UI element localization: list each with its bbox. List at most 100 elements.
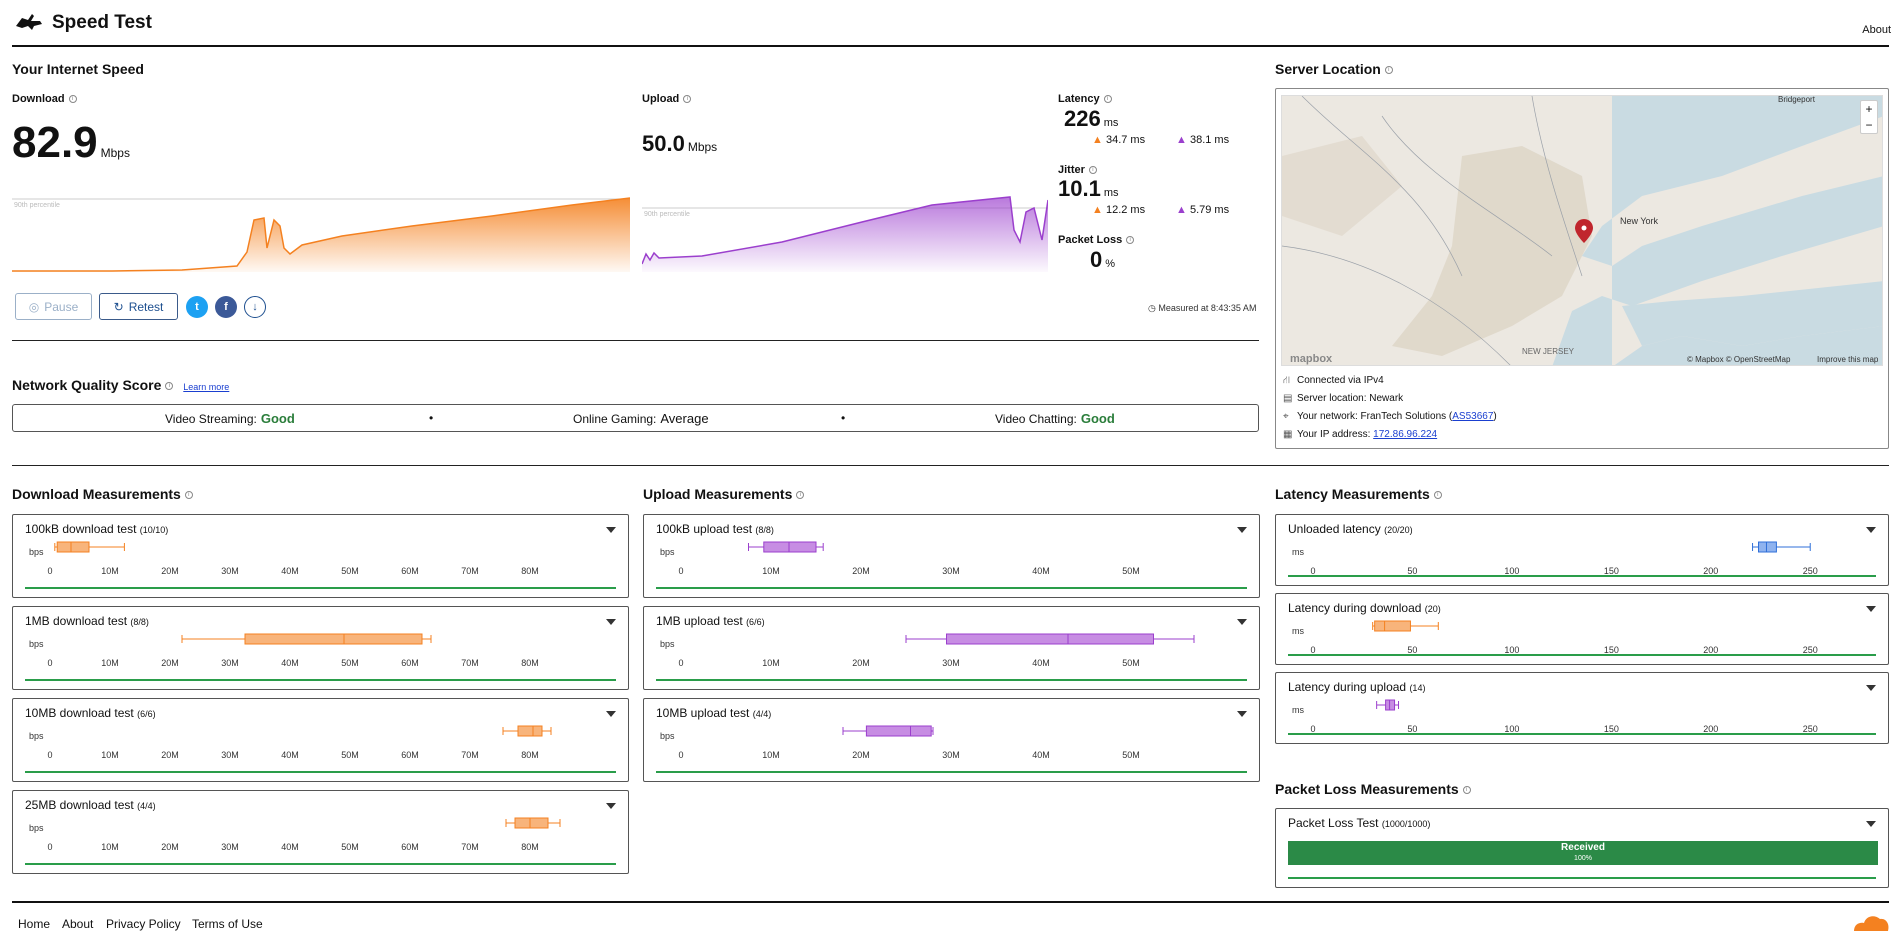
axis-tick: 150 — [1604, 645, 1619, 655]
facebook-share-icon[interactable]: f — [215, 296, 237, 318]
measurement-card[interactable]: Latency during upload (14) ms 0 50 100 150 200… — [1275, 672, 1889, 744]
chevron-down-icon[interactable] — [606, 711, 616, 717]
info-icon[interactable]: i — [1384, 66, 1393, 75]
axis-tick: 40M — [281, 566, 299, 576]
axis-tick: 250 — [1803, 645, 1818, 655]
measurement-title: 25MB download test (4/4) — [25, 798, 156, 812]
chevron-down-icon[interactable] — [606, 619, 616, 625]
box-plot: ms 0 50 100 150 200 250 — [1292, 699, 1818, 734]
info-icon[interactable]: i — [796, 491, 805, 500]
retest-button[interactable]: ↻ Retest — [99, 293, 178, 320]
download-results-icon[interactable]: ↓ — [244, 296, 266, 318]
server-map[interactable]: Bridgeport New York NEW JERSEY mapbox © … — [1281, 95, 1883, 366]
axis-tick: 50M — [341, 750, 359, 760]
as-number-link[interactable]: AS53667 — [1452, 411, 1494, 422]
chevron-down-icon[interactable] — [1866, 527, 1876, 533]
twitter-share-icon[interactable]: t — [186, 296, 208, 318]
info-icon[interactable]: i — [165, 382, 174, 391]
axis-tick: 30M — [942, 566, 960, 576]
axis-tick: 80M — [521, 658, 539, 668]
measurement-card[interactable]: 1MB upload test (6/6) bps 0 10M 20M 30M 40M 50M — [643, 606, 1260, 690]
measurement-card[interactable]: 10MB download test (6/6) bps 0 10M 20M 30M 40M… — [12, 698, 629, 782]
info-icon[interactable]: i — [1433, 491, 1442, 500]
box — [244, 633, 423, 645]
packet-loss-measurements-title: Packet Loss Measurements i — [1275, 781, 1471, 797]
download-arrow-icon: ▲ — [1092, 204, 1103, 216]
measurement-card[interactable]: Unloaded latency (20/20) ms 0 50 100 150 200 25… — [1275, 514, 1889, 586]
axis-tick: 150 — [1604, 566, 1619, 576]
axis-tick: 0 — [1310, 724, 1315, 734]
zoom-out-button[interactable]: − — [1865, 118, 1873, 132]
axis-tick: 0 — [47, 566, 52, 576]
chevron-down-icon[interactable] — [1237, 527, 1247, 533]
info-icon[interactable]: i — [1088, 166, 1097, 175]
upload-speed-chart: 90th percentile — [642, 196, 1048, 272]
measurement-card[interactable]: 25MB download test (4/4) bps 0 10M 20M 30M 40M… — [12, 790, 629, 874]
chevron-down-icon[interactable] — [606, 803, 616, 809]
box — [946, 633, 1154, 645]
measurement-card[interactable]: 100kB download test (10/10) bps 0 10M 20M 30M… — [12, 514, 629, 598]
footer-privacy-link[interactable]: Privacy Policy — [106, 917, 181, 931]
chevron-down-icon[interactable] — [1237, 711, 1247, 717]
info-icon[interactable]: i — [1103, 95, 1112, 104]
percentile-label: 90th percentile — [644, 211, 690, 218]
info-icon[interactable]: i — [1462, 786, 1471, 795]
chevron-down-icon[interactable] — [606, 527, 616, 533]
learn-more-link[interactable]: Learn more — [183, 382, 230, 392]
download-speed-chart: 90th percentile — [12, 197, 630, 272]
your-network: ⌖ Your network: FranTech Solutions (AS536… — [1283, 411, 1497, 422]
map-zoom-controls: + − — [1860, 100, 1878, 134]
upload-label: Upload i — [642, 93, 692, 105]
measurement-title: Unloaded latency (20/20) — [1288, 522, 1413, 536]
axis-tick: 60M — [401, 658, 419, 668]
footer-home-link[interactable]: Home — [18, 917, 51, 931]
measurement-card[interactable]: Latency during download (20) ms 0 50 100 150 2… — [1275, 593, 1889, 665]
axis-tick: 50M — [341, 658, 359, 668]
measurement-card[interactable]: 100kB upload test (8/8) bps 0 10M 20M 30M 40M 5… — [643, 514, 1260, 598]
measurement-title: 1MB upload test (6/6) — [656, 614, 765, 628]
received-bar-track: Received 100% — [1288, 841, 1878, 865]
calendar-icon: ▦ — [1283, 429, 1293, 440]
chevron-down-icon[interactable] — [1866, 685, 1876, 691]
svg-text:ms: ms — [1292, 705, 1304, 715]
footer-about-link[interactable]: About — [62, 917, 94, 931]
latency-value: 226 ms — [1064, 106, 1119, 131]
measured-time: ◷ Measured at 8:43:35 AM — [1148, 303, 1257, 313]
svg-text:bps: bps — [660, 639, 675, 649]
axis-tick: 0 — [1310, 645, 1315, 655]
measurement-card[interactable]: 1MB download test (8/8) bps 0 10M 20M 30M 40M 5… — [12, 606, 629, 690]
axis-tick: 30M — [942, 658, 960, 668]
axis-tick: 70M — [461, 842, 479, 852]
axis-tick: 40M — [281, 750, 299, 760]
latency-up: ▲ 38.1 ms — [1176, 134, 1230, 146]
ip-address-link[interactable]: 172.86.96.224 — [1373, 429, 1438, 440]
footer-terms-link[interactable]: Terms of Use — [192, 917, 263, 931]
chevron-down-icon[interactable] — [1866, 821, 1876, 827]
axis-tick: 60M — [401, 566, 419, 576]
axis-tick: 10M — [762, 566, 780, 576]
chevron-down-icon[interactable] — [1866, 606, 1876, 612]
axis-tick: 70M — [461, 658, 479, 668]
info-icon[interactable]: i — [1126, 236, 1135, 245]
packet-loss-card[interactable]: Packet Loss Test (1000/1000) Received 10… — [1275, 808, 1889, 888]
axis-tick: 10M — [101, 842, 119, 852]
pause-button[interactable]: ◎ Pause — [15, 293, 92, 320]
server-location-title: Server Location i — [1275, 61, 1393, 77]
zoom-in-button[interactable]: + — [1865, 102, 1873, 116]
axis-tick: 10M — [101, 658, 119, 668]
svg-text:© Mapbox © OpenStreetMap: © Mapbox © OpenStreetMap — [1687, 355, 1791, 364]
measurement-title: Latency during upload (14) — [1288, 680, 1426, 694]
chevron-down-icon[interactable] — [1237, 619, 1247, 625]
axis-tick: 50M — [1122, 566, 1140, 576]
axis-tick: 10M — [101, 566, 119, 576]
about-link[interactable]: About — [1862, 24, 1891, 36]
measurement-card[interactable]: 10MB upload test (4/4) bps 0 10M 20M 30M 40M 50… — [643, 698, 1260, 782]
axis-tick: 20M — [852, 566, 870, 576]
info-icon[interactable]: i — [184, 491, 193, 500]
axis-tick: 30M — [221, 658, 239, 668]
info-icon[interactable]: i — [683, 95, 692, 104]
upload-value: 50.0 Mbps — [642, 131, 718, 156]
info-icon[interactable]: i — [68, 95, 77, 104]
